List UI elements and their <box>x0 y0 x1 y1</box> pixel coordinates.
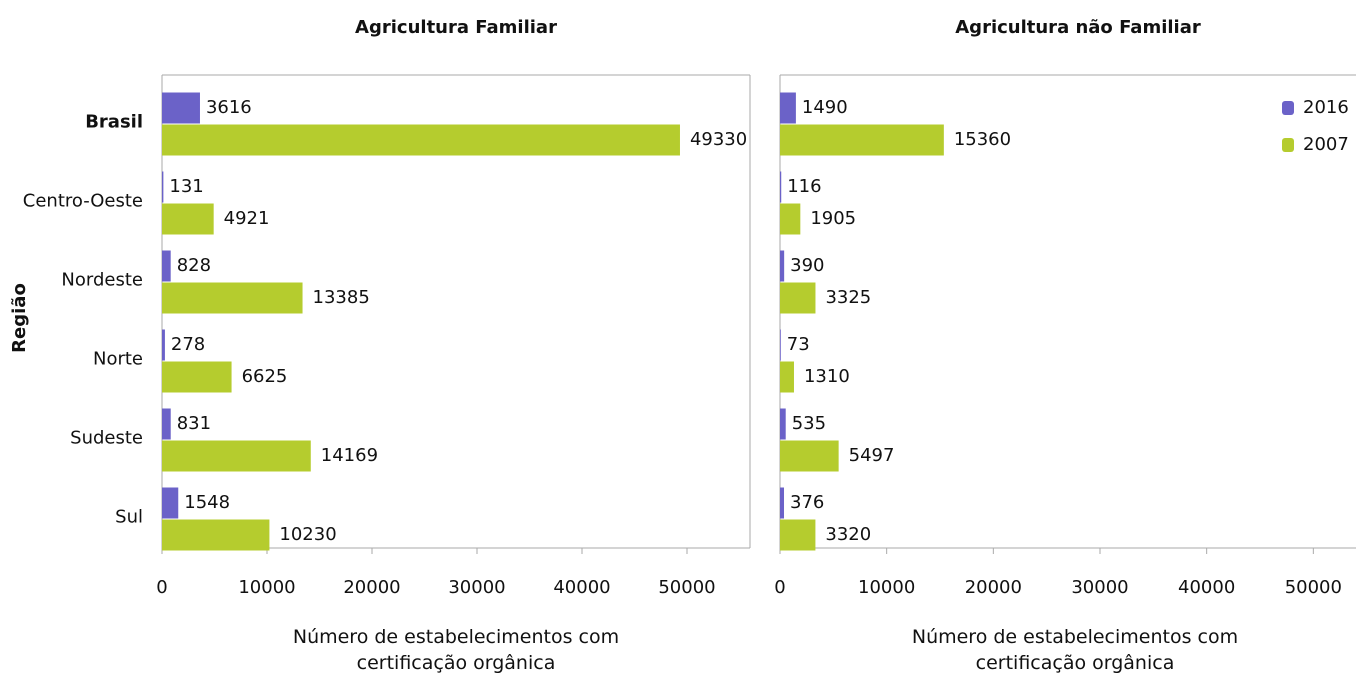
bar <box>780 361 794 393</box>
bar <box>780 329 781 361</box>
bar <box>780 487 785 519</box>
bar <box>162 250 171 282</box>
bar <box>780 124 944 156</box>
bar <box>162 282 303 314</box>
x-tick-label: 40000 <box>1178 577 1235 598</box>
x-tick-label: 40000 <box>553 577 610 598</box>
bar <box>780 519 816 551</box>
x-tick-label: 0 <box>774 577 785 598</box>
x-tick-label: 20000 <box>965 577 1022 598</box>
bar <box>780 250 785 282</box>
bar <box>162 408 171 440</box>
data-label: 1490 <box>802 97 848 118</box>
legend-label: 2007 <box>1303 134 1349 155</box>
x-tick-label: 20000 <box>343 577 400 598</box>
data-label: 131 <box>169 176 203 197</box>
x-tick-label: 50000 <box>1285 577 1342 598</box>
data-label: 116 <box>787 176 821 197</box>
x-axis-label: Número de estabelecimentos com certifica… <box>911 626 1239 674</box>
y-axis-label: Região <box>9 283 30 353</box>
legend-swatch <box>1282 101 1294 115</box>
y-tick-label: Brasil <box>85 112 143 133</box>
data-label: 5497 <box>849 445 895 466</box>
bar <box>780 440 839 472</box>
bar <box>162 487 179 519</box>
bar <box>162 329 165 361</box>
x-tick-label: 10000 <box>858 577 915 598</box>
x-tick-label: 10000 <box>238 577 295 598</box>
data-label: 13385 <box>313 287 370 308</box>
data-label: 73 <box>787 334 810 355</box>
data-label: 1905 <box>810 208 856 229</box>
bar <box>780 282 816 314</box>
x-tick-label: 30000 <box>1071 577 1128 598</box>
data-label: 14169 <box>321 445 378 466</box>
bar <box>780 171 782 203</box>
data-label: 278 <box>171 334 205 355</box>
data-label: 390 <box>790 255 824 276</box>
data-label: 1548 <box>184 492 230 513</box>
x-tick-label: 50000 <box>658 577 715 598</box>
y-tick-label: Nordeste <box>61 270 143 291</box>
data-label: 49330 <box>690 129 747 150</box>
data-label: 831 <box>177 413 211 434</box>
data-label: 3320 <box>825 524 871 545</box>
bar <box>780 203 801 235</box>
data-label: 535 <box>792 413 826 434</box>
bar <box>162 361 232 393</box>
y-tick-label: Norte <box>93 349 143 370</box>
data-label: 4921 <box>224 208 270 229</box>
x-axis-label: Número de estabelecimentos com certifica… <box>292 626 620 674</box>
chart-title: Agricultura não Familiar <box>955 17 1201 38</box>
chart-title: Agricultura Familiar <box>355 17 557 38</box>
x-tick-label: 30000 <box>448 577 505 598</box>
data-label: 3616 <box>206 97 252 118</box>
data-label: 10230 <box>279 524 336 545</box>
y-tick-label: Centro-Oeste <box>23 191 143 212</box>
data-label: 1310 <box>804 366 850 387</box>
data-label: 376 <box>790 492 824 513</box>
data-label: 3325 <box>825 287 871 308</box>
x-tick-label: 0 <box>156 577 167 598</box>
bar <box>162 203 214 235</box>
bar <box>780 408 786 440</box>
bar <box>162 519 270 551</box>
bar <box>162 440 311 472</box>
bar <box>162 124 680 156</box>
data-label: 15360 <box>954 129 1011 150</box>
y-tick-label: Sudeste <box>70 428 143 449</box>
bar <box>162 171 164 203</box>
bar <box>162 92 200 124</box>
data-label: 6625 <box>242 366 288 387</box>
bar <box>780 92 796 124</box>
legend-swatch <box>1282 138 1294 152</box>
legend-label: 2016 <box>1303 97 1349 118</box>
y-tick-label: Sul <box>115 507 143 528</box>
data-label: 828 <box>177 255 211 276</box>
